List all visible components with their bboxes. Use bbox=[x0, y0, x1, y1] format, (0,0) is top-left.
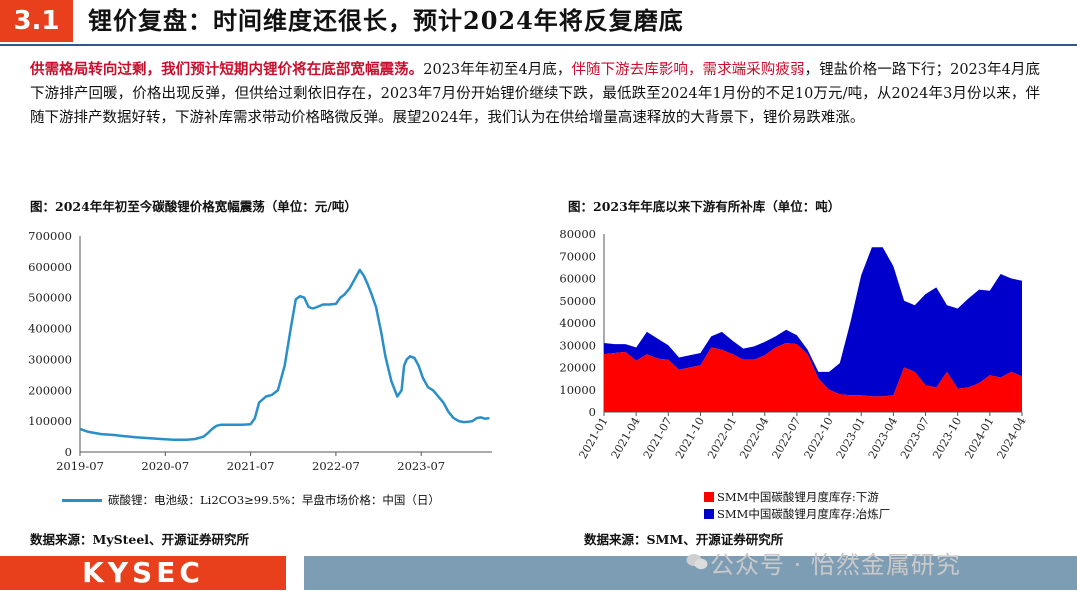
x-tick-label: 2023-04 bbox=[866, 415, 900, 461]
slide-title: 锂价复盘：时间维度还很长，预计2024年将反复磨底 bbox=[88, 6, 684, 35]
price-line-chart: 0 100000 200000 300000 400000 500000 600000 700… bbox=[28, 229, 492, 473]
y-tick-label: 100000 bbox=[28, 414, 72, 428]
x-tick-label: 2021-07 bbox=[227, 459, 275, 473]
y-tick-label: 300000 bbox=[28, 352, 72, 366]
price-series-line bbox=[79, 268, 490, 441]
section-number: 3.1 bbox=[0, 0, 73, 42]
left-chart-caption: 图：2024年年初至今碳酸锂价格宽幅震荡（单位：元/吨） bbox=[30, 199, 357, 214]
highlight-text: 伴随下游去库影响，需求端采购疲弱 bbox=[571, 62, 805, 78]
slide-header: 3.1 锂价复盘：时间维度还很长，预计2024年将反复磨底 bbox=[0, 0, 1077, 42]
inventory-area-chart: 0 10000 20000 30000 40000 50000 60000 70000 8000… bbox=[559, 227, 1028, 461]
header-divider bbox=[0, 44, 1077, 46]
paragraph-text-1: 2023年年初至4月底， bbox=[423, 62, 572, 78]
y-tick-label: 400000 bbox=[28, 322, 72, 336]
legend-line-swatch bbox=[62, 498, 102, 502]
right-legend-smelter: SMM中国碳酸锂月度库存:冶炼厂 bbox=[704, 506, 890, 522]
kysec-logo: KYSEC bbox=[0, 556, 286, 590]
y-tick-label: 60000 bbox=[559, 272, 596, 286]
right-chart-source: 数据来源：SMM、开源证券研究所 bbox=[584, 532, 784, 547]
x-tick-label: 2022-01 bbox=[705, 415, 739, 461]
right-legend-downstream: SMM中国碳酸锂月度库存:下游 bbox=[704, 489, 879, 505]
x-tick-label: 2022-07 bbox=[769, 415, 803, 461]
left-chart-source: 数据来源：MySteel、开源证券研究所 bbox=[30, 532, 250, 547]
wechat-icon bbox=[686, 554, 708, 570]
y-tick-label: 20000 bbox=[559, 361, 596, 375]
legend-label-price: 碳酸锂：电池级：Li2CO3≥99.5%：早盘市场价格：中国（日） bbox=[108, 493, 440, 507]
summary-paragraph: 供需格局转向过剩，我们预计短期内锂价将在底部宽幅震荡。2023年年初至4月底，伴… bbox=[30, 58, 1040, 130]
x-tick-label: 2023-01 bbox=[834, 415, 868, 461]
x-tick-label: 2022-07 bbox=[312, 459, 360, 473]
x-tick-label: 2019-07 bbox=[56, 459, 104, 473]
y-tick-label: 30000 bbox=[559, 338, 596, 352]
y-tick-label: 700000 bbox=[28, 229, 72, 243]
y-tick-label: 0 bbox=[65, 445, 72, 459]
x-tick-label: 2022-04 bbox=[737, 415, 771, 461]
smelter-inventory-area bbox=[604, 247, 1022, 397]
y-tick-label: 70000 bbox=[559, 249, 596, 263]
watermark: 公众号 · 怡然金属研究 bbox=[710, 551, 961, 579]
x-tick-label: 2021-07 bbox=[641, 415, 675, 461]
legend-swatch-blue bbox=[704, 509, 714, 519]
x-tick-label: 2024-04 bbox=[994, 415, 1028, 461]
x-tick-label: 2021-04 bbox=[609, 415, 643, 461]
paragraph-text-2: ，锂盐价格一路下行；2023年4月底下游排产回暖，价格出现反弹，但供给过剩依旧存… bbox=[30, 62, 1040, 126]
x-tick-label: 2023-07 bbox=[397, 459, 445, 473]
legend-label-smelter: SMM中国碳酸锂月度库存:冶炼厂 bbox=[717, 507, 891, 521]
y-tick-label: 0 bbox=[589, 405, 596, 419]
y-tick-label: 10000 bbox=[559, 383, 596, 397]
y-tick-label: 200000 bbox=[28, 383, 72, 397]
legend-label-downstream: SMM中国碳酸锂月度库存:下游 bbox=[717, 490, 879, 504]
y-tick-label: 600000 bbox=[28, 260, 72, 274]
legend-swatch-red bbox=[704, 492, 714, 502]
x-tick-label: 2024-01 bbox=[962, 415, 996, 461]
downstream-inventory-area bbox=[604, 343, 1022, 412]
x-tick-label: 2023-10 bbox=[930, 415, 964, 461]
y-tick-label: 40000 bbox=[559, 316, 596, 330]
x-tick-label: 2023-07 bbox=[898, 415, 932, 461]
y-tick-label: 500000 bbox=[28, 291, 72, 305]
x-tick-label: 2020-07 bbox=[141, 459, 189, 473]
left-chart-legend: 碳酸锂：电池级：Li2CO3≥99.5%：早盘市场价格：中国（日） bbox=[62, 492, 440, 508]
key-point: 供需格局转向过剩，我们预计短期内锂价将在底部宽幅震荡。 bbox=[30, 61, 424, 78]
x-tick-label: 2022-10 bbox=[802, 415, 836, 461]
y-tick-label: 50000 bbox=[559, 294, 596, 308]
y-tick-label: 80000 bbox=[559, 227, 596, 241]
right-chart-caption: 图：2023年年底以来下游有所补库（单位：吨） bbox=[568, 199, 841, 214]
x-tick-label: 2021-10 bbox=[673, 415, 707, 461]
x-tick-label: 2021-01 bbox=[576, 415, 610, 461]
